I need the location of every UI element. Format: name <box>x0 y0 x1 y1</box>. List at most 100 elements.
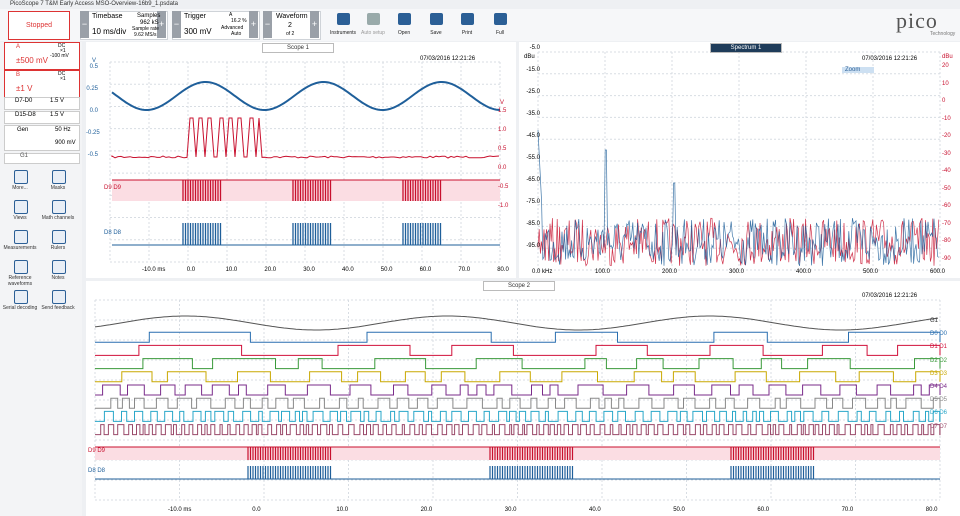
channel-label: D1 D1 <box>930 344 948 351</box>
toolbar-button[interactable]: Print <box>461 30 473 36</box>
channel-label: D0 D0 <box>930 331 948 338</box>
channel-range: ±1 V <box>16 84 33 93</box>
generator-channel: G1 <box>20 153 29 159</box>
timebase-value: 10 ms/div <box>92 27 127 36</box>
y2-tick-label: 20 <box>942 63 949 69</box>
x-tick-label: 500.0 <box>863 269 879 275</box>
minus-button[interactable]: − <box>80 11 89 38</box>
tool-label[interactable]: Notes <box>51 275 65 281</box>
tool-icon[interactable] <box>14 200 28 214</box>
minus-button[interactable]: − <box>172 11 181 38</box>
digital-label: D8 D8 <box>104 230 122 236</box>
trigger-advanced: Advanced <box>221 25 244 31</box>
x-tick-label: 10.0 <box>336 507 349 513</box>
channel-a-wave <box>111 81 501 111</box>
timebase-box[interactable] <box>80 11 168 40</box>
y2-tick-label: 10 <box>942 80 949 87</box>
tool-icon[interactable] <box>14 260 28 274</box>
channel-b-wave <box>111 117 500 159</box>
generator-frequency: 50 Hz <box>55 127 71 133</box>
y-tick-label: 0.5 <box>89 64 98 70</box>
samples-value: 962 kS <box>140 20 159 26</box>
toolbar-button[interactable]: Full <box>495 30 505 36</box>
channel-probe: ×1 <box>60 76 66 82</box>
toolbar-button[interactable]: Save <box>430 30 442 36</box>
y2-tick-label: -60 <box>942 203 951 209</box>
tool-icon[interactable] <box>52 290 66 304</box>
digital-threshold: 1.5 V <box>50 112 65 118</box>
toolbar-icon[interactable] <box>367 13 380 25</box>
digital-channel <box>95 371 941 383</box>
x-tick-label: 300.0 <box>729 269 745 275</box>
y2-tick-label: -0.5 <box>498 184 509 190</box>
tool-label[interactable]: Reference waveforms <box>7 275 33 287</box>
tool-label[interactable]: Measurements <box>3 245 37 251</box>
toolbar-button[interactable]: Open <box>397 30 411 36</box>
y-tick-label: -5.0 <box>529 45 540 51</box>
y-tick-label: -15.0 <box>526 67 540 73</box>
y2-unit: V <box>500 100 505 106</box>
x-tick-label: -10.0 ms <box>142 267 166 273</box>
x-tick-label: 60.0 <box>757 507 770 513</box>
digital-label: D9 D9 <box>104 185 122 191</box>
channel-label: G1 <box>930 318 939 324</box>
tool-icon[interactable] <box>14 170 28 184</box>
y-tick-label: -0.5 <box>87 152 98 158</box>
x-tick-label: 0.0 <box>186 267 196 273</box>
tool-label[interactable]: Send feedback <box>41 305 75 311</box>
toolbar-button[interactable]: Instruments <box>329 30 357 36</box>
toolbar-icon[interactable] <box>430 13 443 25</box>
window-title: PicoScope 7 T&M Early Access MSO-Overvie… <box>10 1 178 7</box>
channel-label: D6 D6 <box>930 410 948 417</box>
plus-button[interactable]: + <box>310 11 319 38</box>
y-tick-label: -75.0 <box>526 199 540 205</box>
trigger-box[interactable] <box>172 11 260 40</box>
panel-tab: Scope 2 <box>483 281 555 291</box>
x-tick-label: 30.0 <box>504 507 517 513</box>
toolbar-button[interactable]: Auto setup <box>361 30 385 36</box>
digital-label: D8 D8 <box>88 468 106 474</box>
channel-box <box>4 42 80 70</box>
tool-label[interactable]: Rulers <box>50 245 66 251</box>
digital-channel <box>95 358 941 370</box>
timebase-label: Timebase <box>92 13 123 20</box>
plus-button[interactable]: + <box>157 11 166 38</box>
toolbar-icon[interactable] <box>461 13 474 25</box>
y-tick-label: -45.0 <box>526 133 540 139</box>
channel-label: D5 D5 <box>930 397 948 404</box>
y2-tick-label: -90 <box>942 255 951 262</box>
status-button[interactable]: Stopped <box>8 11 70 40</box>
minus-button[interactable]: − <box>263 11 272 38</box>
toolbar-icon[interactable] <box>398 13 411 25</box>
x-tick-label: 20.0 <box>264 267 277 273</box>
tool-icon[interactable] <box>52 170 66 184</box>
tool-icon[interactable] <box>14 290 28 304</box>
digital-channel <box>95 384 941 396</box>
toolbar-icon[interactable] <box>337 13 350 25</box>
tool-label[interactable]: More... <box>12 185 28 191</box>
plus-button[interactable]: + <box>249 11 258 38</box>
tool-label[interactable]: Views <box>13 215 27 221</box>
tool-icon[interactable] <box>14 230 28 244</box>
channel-coupling: DC <box>58 71 66 77</box>
y-unit: dBu <box>524 54 535 60</box>
tool-icon[interactable] <box>52 230 66 244</box>
x-tick-label: -10.0 ms <box>168 507 192 513</box>
tool-icon[interactable] <box>52 200 66 214</box>
toolbar-icon[interactable] <box>494 13 507 25</box>
y-unit: V <box>92 58 97 64</box>
y2-tick-label: -1.0 <box>498 203 509 209</box>
timestamp: 07/03/2016 12:21:26 <box>862 56 918 62</box>
timestamp: 07/03/2016 12:21:26 <box>862 293 918 299</box>
digital-channel <box>95 397 941 409</box>
y2-tick-label: -20 <box>942 133 951 139</box>
channel-coupling: DC <box>58 43 66 49</box>
tool-label[interactable]: Serial decoding <box>2 305 38 311</box>
tool-label[interactable]: Masks <box>50 185 66 191</box>
tool-label[interactable]: Math channels <box>41 215 75 221</box>
tool-icon[interactable] <box>52 260 66 274</box>
channel-box <box>4 70 80 98</box>
generator-amplitude: 900 mV <box>55 140 76 146</box>
